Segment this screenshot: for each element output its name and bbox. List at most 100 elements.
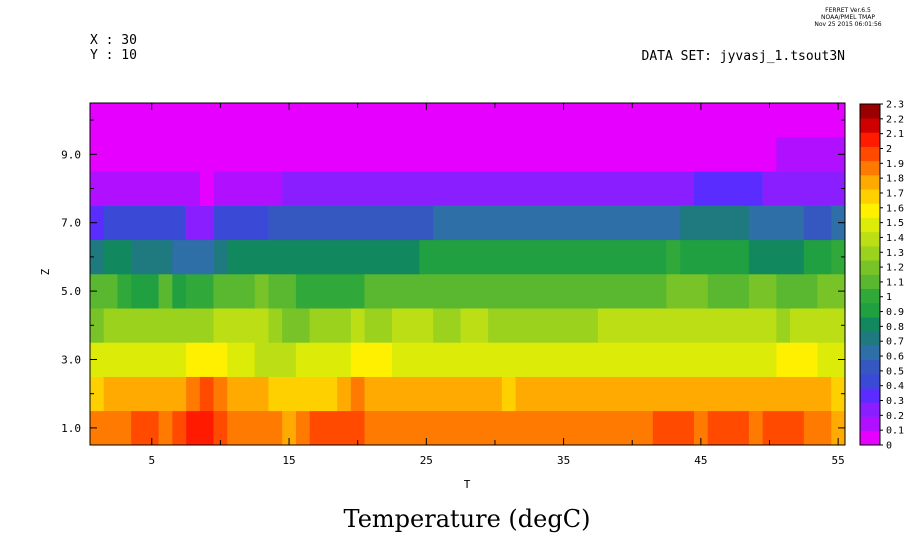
colorbar-label: 0.1 xyxy=(886,426,904,437)
heat-cell xyxy=(831,239,846,275)
heat-cell xyxy=(186,274,214,309)
y-tick-label: 5.0 xyxy=(61,285,81,298)
heat-cell xyxy=(213,308,269,343)
heat-cell xyxy=(90,342,187,377)
heat-cell xyxy=(460,308,489,343)
heat-cell xyxy=(131,239,173,275)
colorbar-swatch xyxy=(860,373,880,389)
heat-cell xyxy=(268,376,338,412)
heat-cell xyxy=(158,410,173,446)
y-tick-label: 1.0 xyxy=(61,422,81,435)
chart-title: Temperature (degC) xyxy=(344,505,591,533)
heat-cell xyxy=(268,308,283,343)
heat-cell xyxy=(803,410,832,446)
colorbar-swatch xyxy=(860,203,880,218)
heat-cell xyxy=(90,205,105,241)
colorbar-swatch xyxy=(860,288,880,304)
colorbar-swatch xyxy=(860,246,880,261)
heat-cell xyxy=(433,308,461,343)
heat-cell xyxy=(227,239,420,275)
colorbar-label: 2.1 xyxy=(886,129,904,140)
heat-cell xyxy=(90,239,105,275)
colorbar-swatch xyxy=(860,274,880,290)
heat-cell xyxy=(282,308,310,343)
colorbar-label: 0.8 xyxy=(886,322,904,333)
heat-cell xyxy=(762,171,846,206)
heat-cell xyxy=(90,308,105,343)
heat-cell xyxy=(364,308,393,343)
heat-cell xyxy=(680,239,750,275)
heat-cell xyxy=(776,308,791,343)
heat-cell xyxy=(748,239,805,275)
heat-cell xyxy=(748,274,777,309)
colorbar-label: 1.5 xyxy=(886,218,904,229)
heat-cell xyxy=(131,410,159,446)
heat-cell xyxy=(295,410,310,446)
heat-cell xyxy=(282,410,297,446)
colorbar-swatch xyxy=(860,260,880,275)
heat-cell xyxy=(254,342,297,377)
heat-cell xyxy=(694,171,763,206)
x-tick-label: 25 xyxy=(420,454,433,467)
heat-cell xyxy=(117,274,132,309)
x-tick-label: 35 xyxy=(557,454,570,467)
heat-cell xyxy=(213,410,228,446)
heat-cell xyxy=(419,239,667,275)
heat-cell xyxy=(227,342,256,377)
heat-cell xyxy=(295,274,365,309)
heat-cell xyxy=(488,308,599,343)
x-tick-label: 45 xyxy=(694,454,707,467)
heat-cell xyxy=(831,376,846,412)
heat-cell xyxy=(776,274,818,309)
plot-frame xyxy=(89,102,846,446)
x-tick-label: 15 xyxy=(282,454,295,467)
heat-cell xyxy=(666,274,709,309)
heat-cell xyxy=(694,410,709,446)
colorbar-label: 0.4 xyxy=(886,381,904,392)
heat-cell xyxy=(199,171,214,206)
heat-cell xyxy=(103,239,132,275)
heatmap-cells xyxy=(90,103,846,446)
colorbar-label: 1.8 xyxy=(886,174,904,185)
x-info: X : 30 xyxy=(90,33,137,48)
heat-cell xyxy=(186,205,214,241)
heat-cell xyxy=(350,342,393,377)
heat-cell xyxy=(268,274,297,309)
heat-cell xyxy=(199,376,214,412)
colorbar-label: 1.6 xyxy=(886,203,904,214)
heat-cell xyxy=(350,376,365,412)
y-info: Y : 10 xyxy=(90,48,137,63)
x-tick-label: 55 xyxy=(832,454,845,467)
ferret-stamp: FERRET Ver.6.5 NOAA/PMEL TMAP Nov 25 201… xyxy=(814,7,881,28)
colorbar-label: 2.3 xyxy=(886,100,904,111)
y-axis-label: Z xyxy=(39,268,52,275)
colorbar-label: 1.9 xyxy=(886,159,904,170)
colorbar-swatch xyxy=(860,132,880,147)
colorbar-swatch xyxy=(860,231,880,247)
y-tick-label: 3.0 xyxy=(61,354,81,367)
heat-cell xyxy=(172,410,187,446)
colorbar-label: 1.2 xyxy=(886,263,904,274)
colorbar-swatch xyxy=(860,160,880,176)
y-tick-label: 7.0 xyxy=(61,217,81,230)
heat-cell xyxy=(90,103,846,138)
heat-cell xyxy=(707,274,750,309)
heat-cell xyxy=(254,274,269,309)
heat-cell xyxy=(309,308,352,343)
x-tick-label: 5 xyxy=(148,454,155,467)
heat-cell xyxy=(268,205,434,241)
heat-cell xyxy=(803,239,832,275)
colorbar-swatch xyxy=(860,317,880,332)
heat-cell xyxy=(433,205,681,241)
heat-cell xyxy=(666,239,681,275)
heat-cell xyxy=(364,410,654,446)
colorbar-label: 2 xyxy=(886,144,892,155)
heat-cell xyxy=(172,274,187,309)
colorbar-swatch xyxy=(860,430,880,446)
heat-cell xyxy=(707,410,750,446)
heat-cell xyxy=(282,171,695,206)
heat-cell xyxy=(227,410,283,446)
heat-cell xyxy=(131,274,159,309)
heat-cell xyxy=(213,171,283,206)
